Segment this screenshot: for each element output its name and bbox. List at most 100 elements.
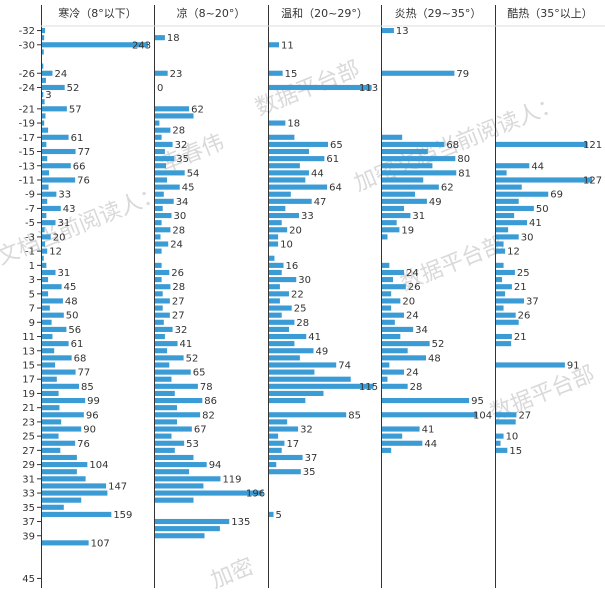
bar xyxy=(155,205,163,212)
bar xyxy=(155,426,192,432)
bar-value-label: 77 xyxy=(78,368,91,379)
bar-value-label: 65 xyxy=(193,368,206,379)
y-tick-label: 21 xyxy=(22,403,35,414)
bar xyxy=(42,220,56,226)
bar xyxy=(155,127,171,133)
y-tick-label: 17 xyxy=(22,375,35,386)
bar xyxy=(155,341,178,347)
bar xyxy=(155,248,162,254)
bar-value-label: 20 xyxy=(289,225,302,236)
bar xyxy=(496,163,530,169)
bar-value-label: 44 xyxy=(531,161,544,172)
bar xyxy=(155,383,198,389)
bar xyxy=(42,120,45,126)
bar xyxy=(269,42,279,48)
bar xyxy=(155,106,190,112)
y-tick-label: 15 xyxy=(22,360,35,371)
bar xyxy=(42,262,47,268)
bar-value-label: 61 xyxy=(71,133,84,144)
bar xyxy=(42,184,49,190)
bar xyxy=(42,447,61,453)
bar xyxy=(382,156,456,162)
y-tick-label: -30 xyxy=(19,40,35,51)
bar xyxy=(42,540,89,546)
bar xyxy=(269,390,324,397)
y-tick-label: -13 xyxy=(19,161,35,172)
bar xyxy=(42,504,64,510)
bar xyxy=(382,277,393,283)
bar xyxy=(42,35,45,41)
bar xyxy=(269,184,328,190)
bar-value-label: 115 xyxy=(359,382,378,393)
bar-value-label: 26 xyxy=(518,311,531,322)
panel-title: 酷热（35°以上） xyxy=(507,7,593,20)
bar xyxy=(496,198,519,204)
bar xyxy=(269,284,280,290)
bar xyxy=(155,397,203,404)
bar-value-label: 90 xyxy=(83,425,96,436)
bar xyxy=(42,277,49,283)
bar xyxy=(269,447,282,453)
bar-value-label: 50 xyxy=(536,204,549,215)
bar xyxy=(155,298,170,304)
bar-value-label: 0 xyxy=(157,83,163,94)
bar xyxy=(155,269,170,276)
bar xyxy=(155,376,172,382)
bar-value-label: 28 xyxy=(172,282,185,293)
bar-value-label: 68 xyxy=(446,140,459,151)
bar-value-label: 24 xyxy=(54,69,67,80)
bar xyxy=(269,511,274,517)
bar xyxy=(155,134,162,140)
bar-value-label: 81 xyxy=(458,168,471,179)
y-tick-label: -3 xyxy=(25,232,35,243)
bar xyxy=(42,84,65,91)
bar-value-label: 26 xyxy=(171,268,184,279)
y-tick-label: -5 xyxy=(25,218,35,229)
bar xyxy=(496,312,516,318)
bar xyxy=(42,355,72,361)
bar xyxy=(155,433,172,439)
y-tick-label: 11 xyxy=(22,332,35,343)
y-tick-label: 5 xyxy=(29,289,35,300)
bar xyxy=(155,348,168,354)
bar xyxy=(155,440,185,446)
y-tick-label: 19 xyxy=(22,389,35,400)
bar xyxy=(155,35,165,41)
y-tick-label: 3 xyxy=(29,275,35,286)
bar xyxy=(496,412,517,418)
bar xyxy=(42,412,84,418)
bar-value-label: 119 xyxy=(222,474,241,485)
bar xyxy=(42,426,82,432)
bar xyxy=(269,341,295,347)
bar xyxy=(382,177,424,183)
bar-value-label: 85 xyxy=(81,382,94,393)
bar xyxy=(155,212,172,219)
bar xyxy=(496,419,516,425)
y-tick-label: -9 xyxy=(25,190,35,201)
bar xyxy=(269,412,347,418)
bar xyxy=(155,70,168,76)
bar xyxy=(42,113,46,119)
bar-value-label: 24 xyxy=(406,311,419,322)
bar xyxy=(382,262,390,268)
bar-value-label: 44 xyxy=(311,168,324,179)
bar xyxy=(382,220,397,226)
bar-value-label: 104 xyxy=(473,410,492,421)
bar xyxy=(155,333,165,340)
bar-value-label: 37 xyxy=(526,296,539,307)
bar xyxy=(496,291,506,297)
bar xyxy=(155,156,175,162)
bar-value-label: 62 xyxy=(441,183,454,194)
bar-value-label: 78 xyxy=(200,382,213,393)
bar xyxy=(155,291,163,297)
bar xyxy=(42,497,82,503)
bar xyxy=(42,248,48,254)
y-tick-label: -26 xyxy=(19,69,35,80)
bar xyxy=(42,419,62,425)
bar xyxy=(155,184,180,190)
bar-value-label: 61 xyxy=(326,154,339,165)
bar-value-label: 17 xyxy=(286,439,299,450)
bar xyxy=(155,163,166,169)
bar-value-label: 26 xyxy=(408,282,421,293)
y-tick-label: 37 xyxy=(22,517,35,528)
